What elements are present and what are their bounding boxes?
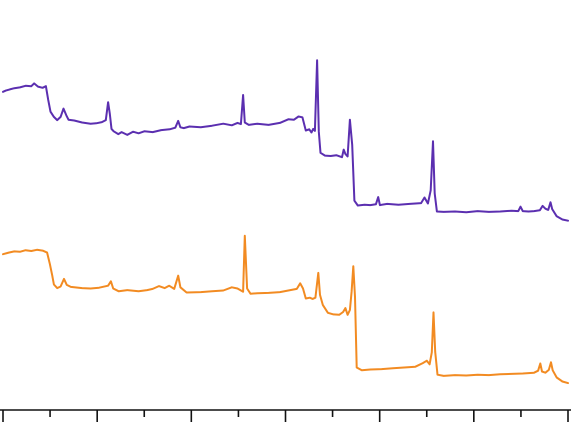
series-line-1 [2,59,569,222]
series-layer [2,59,569,385]
series-line-2 [2,234,569,385]
x-axis-ticks [2,410,569,422]
